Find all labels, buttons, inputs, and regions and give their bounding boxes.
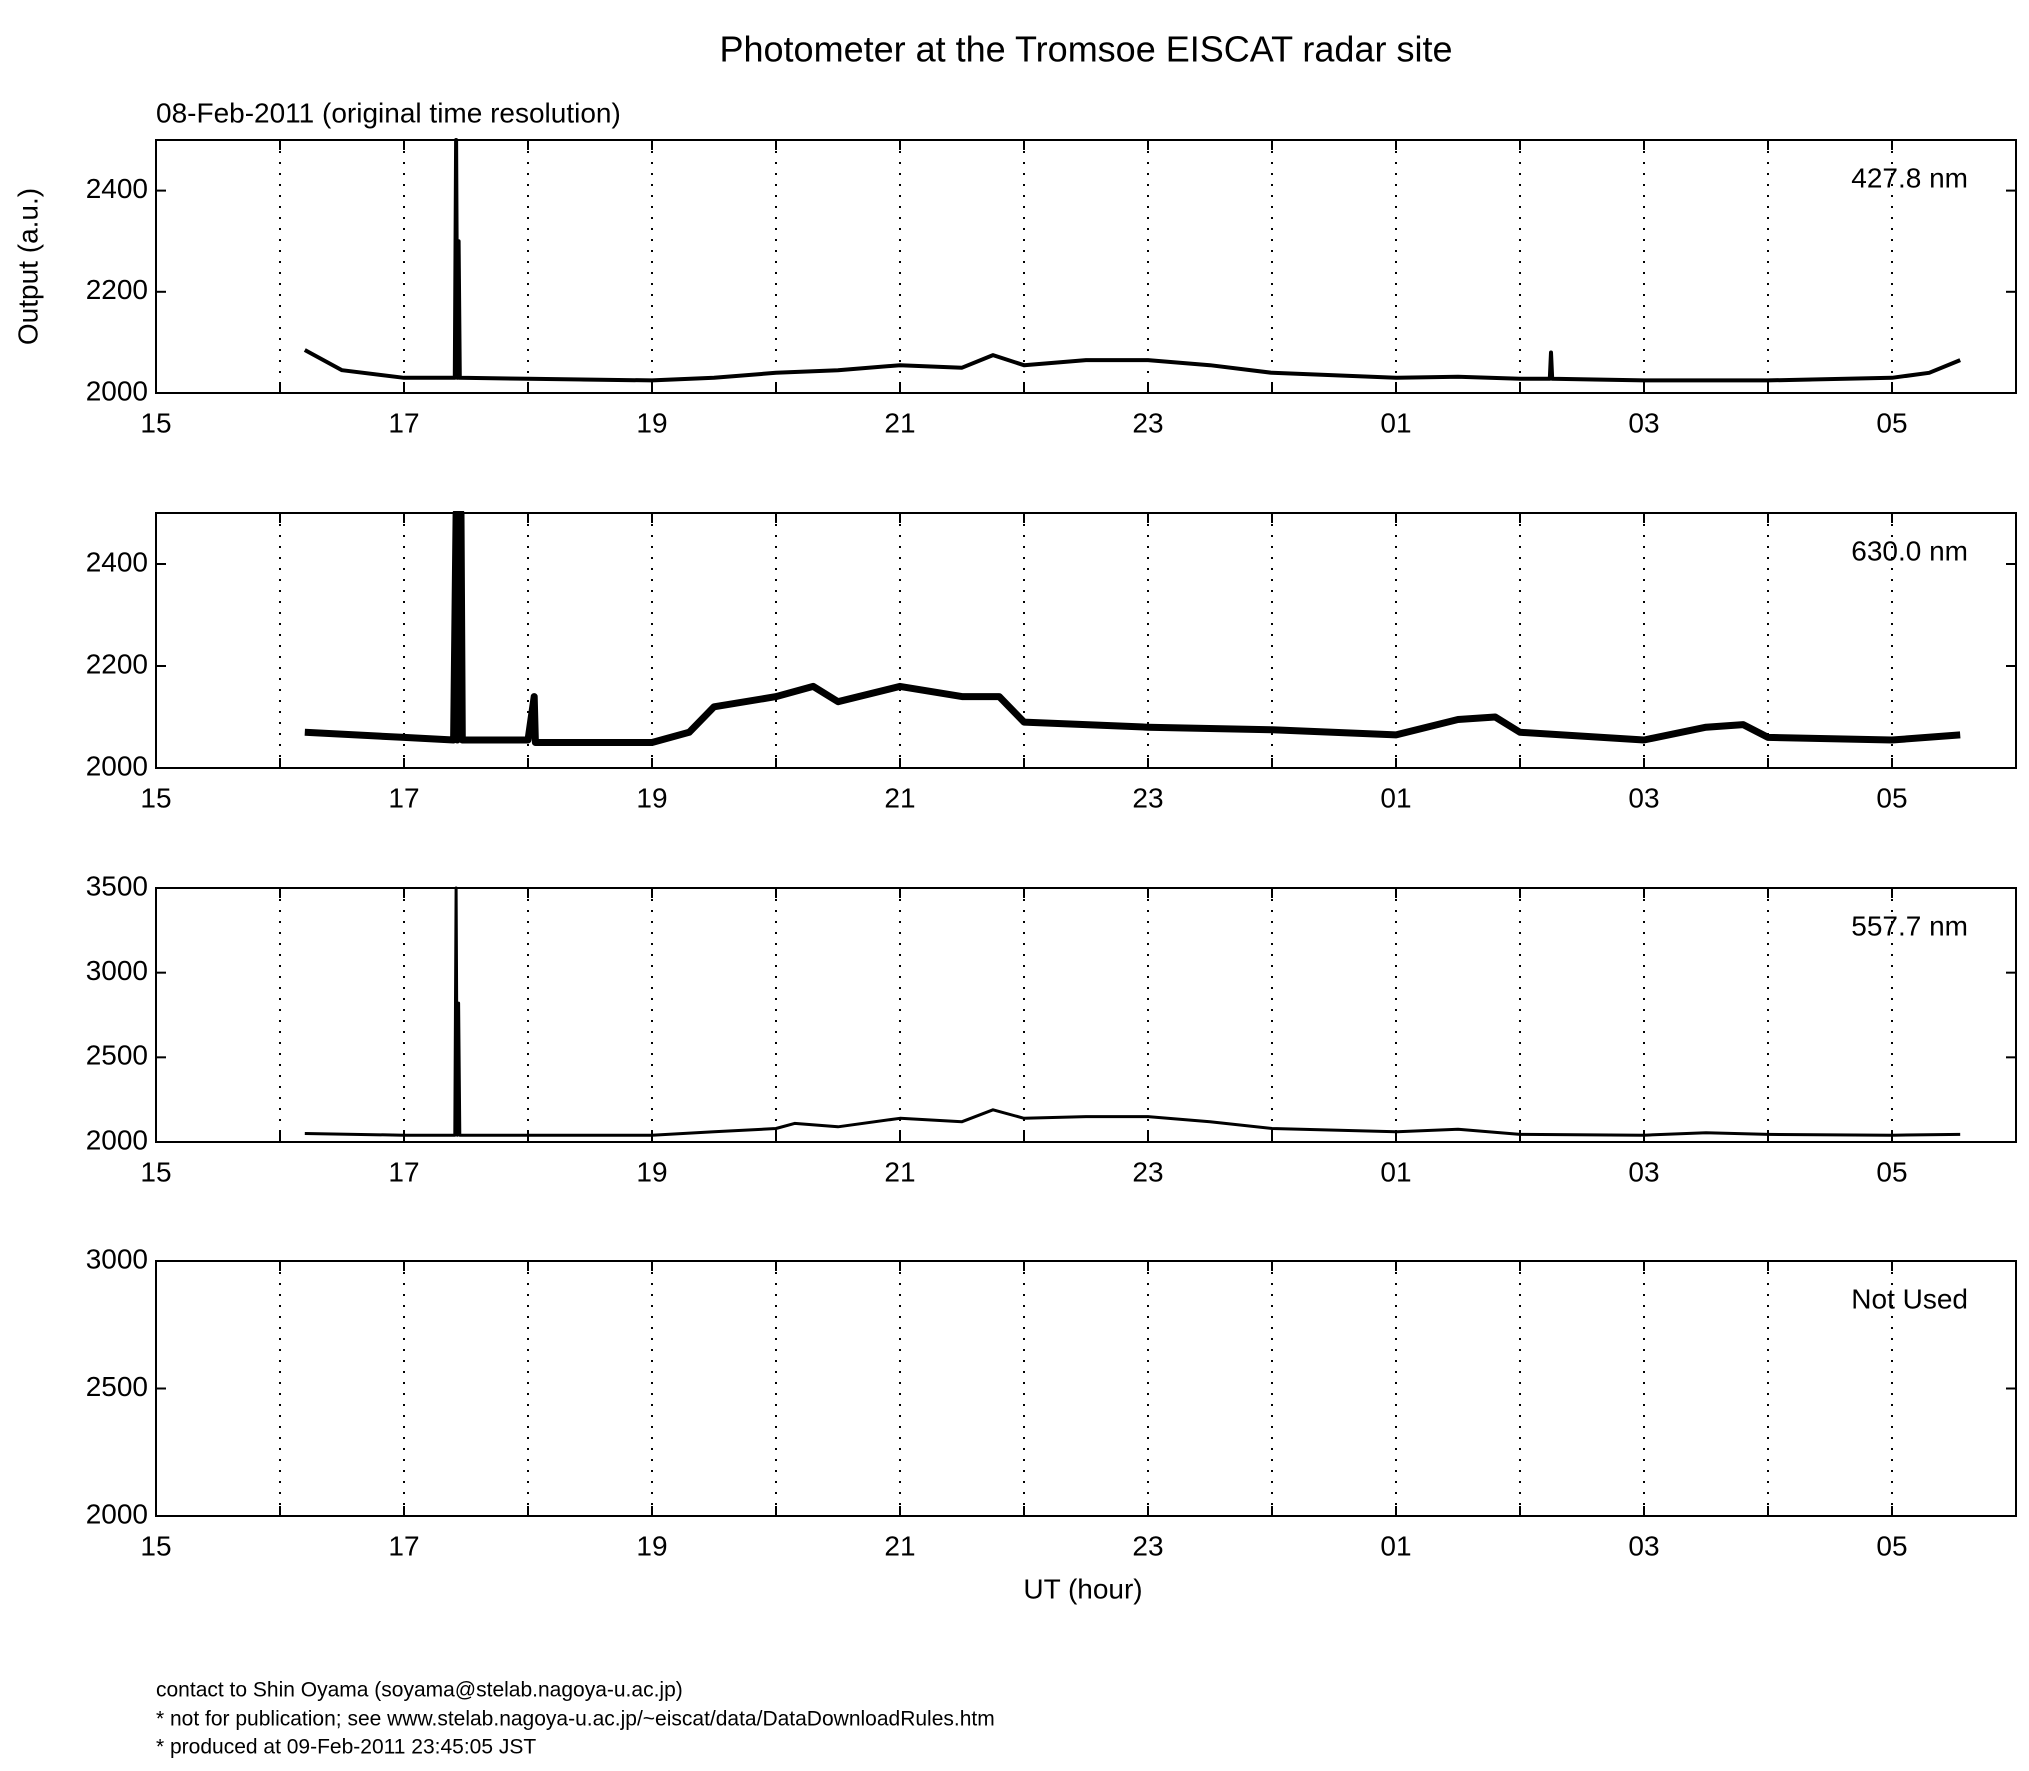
data-line	[304, 886, 1961, 1137]
x-tick-label: 17	[388, 407, 419, 438]
x-tick-label: 23	[1132, 1530, 1163, 1561]
x-tick-label: 03	[1628, 407, 1659, 438]
x-tick-label: 01	[1380, 782, 1411, 813]
figure-subtitle: 08-Feb-2011 (original time resolution)	[156, 97, 621, 128]
x-tick-label: 15	[140, 1530, 171, 1561]
panel: 15 17 19 21 23 01 03 05 2000 2200 2400 630.0 nm	[86, 511, 2017, 813]
x-tick-label: 15	[140, 407, 171, 438]
y-tick-label: 2000	[86, 750, 148, 781]
x-tick-label: 19	[636, 1530, 667, 1561]
legend-label: 427.8 nm	[1851, 162, 1968, 193]
x-tick-label: 21	[884, 1530, 915, 1561]
figure-title: Photometer at the Tromsoe EISCAT radar s…	[720, 29, 1453, 70]
x-tick-label: 03	[1628, 1156, 1659, 1187]
y-tick-label: 2200	[86, 648, 148, 679]
legend-label: 557.7 nm	[1851, 910, 1968, 941]
x-tick-label: 19	[636, 1156, 667, 1187]
x-tick-label: 17	[388, 1530, 419, 1561]
x-tick-label: 05	[1876, 1530, 1907, 1561]
x-tick-label: 21	[884, 1156, 915, 1187]
y-tick-label: 2400	[86, 173, 148, 204]
panel: 15 17 19 21 23 01 03 05 2000 2200 2400 427.8 nm Outp…	[12, 138, 2017, 438]
y-tick-label: 2500	[86, 1371, 148, 1402]
y-tick-label: 2000	[86, 1498, 148, 1529]
footnote: contact to Shin Oyama (soyama@stelab.nag…	[156, 1679, 683, 1702]
legend-label: 630.0 nm	[1851, 535, 1968, 566]
x-tick-label: 01	[1380, 407, 1411, 438]
y-tick-label: 2200	[86, 274, 148, 305]
plot-frame	[155, 139, 2017, 394]
x-tick-label: 01	[1380, 1156, 1411, 1187]
x-tick-label: 23	[1132, 1156, 1163, 1187]
x-tick-label: 05	[1876, 782, 1907, 813]
y-tick-label: 3000	[86, 1243, 148, 1274]
x-tick-label: 21	[884, 782, 915, 813]
plot-frame	[155, 1260, 2017, 1517]
legend-label: Not Used	[1851, 1283, 1968, 1314]
x-tick-label: 01	[1380, 1530, 1411, 1561]
x-tick-label: 19	[636, 407, 667, 438]
x-axis-label: UT (hour)	[1023, 1573, 1142, 1604]
plot-frame	[155, 512, 2017, 769]
x-tick-label: 23	[1132, 407, 1163, 438]
y-tick-label: 2400	[86, 546, 148, 577]
y-tick-label: 2000	[86, 1124, 148, 1155]
y-tick-label: 2500	[86, 1040, 148, 1071]
panel: 15 17 19 21 23 01 03 05 2000 2500 3000 3500 557.7 nm	[86, 870, 2017, 1187]
x-tick-label: 17	[388, 782, 419, 813]
y-tick-label: 3000	[86, 955, 148, 986]
x-tick-label: 17	[388, 1156, 419, 1187]
data-line	[303, 138, 1961, 383]
x-tick-label: 15	[140, 782, 171, 813]
x-tick-label: 05	[1876, 1156, 1907, 1187]
x-tick-label: 21	[884, 407, 915, 438]
y-axis-label: Output (a.u.)	[12, 188, 43, 345]
footnote: * produced at 09-Feb-2011 23:45:05 JST	[156, 1736, 536, 1759]
y-tick-label: 3500	[86, 870, 148, 901]
plot-frame	[155, 887, 2017, 1143]
x-tick-label: 03	[1628, 782, 1659, 813]
x-tick-label: 19	[636, 782, 667, 813]
footnote: * not for publication; see www.stelab.na…	[156, 1708, 995, 1731]
x-tick-label: 23	[1132, 782, 1163, 813]
x-tick-label: 15	[140, 1156, 171, 1187]
x-tick-label: 03	[1628, 1530, 1659, 1561]
x-tick-label: 05	[1876, 407, 1907, 438]
y-tick-label: 2000	[86, 375, 148, 406]
panel: 15 17 19 21 23 01 03 05 2000 2500 3000 Not Used UT (…	[86, 1243, 2017, 1604]
data-line	[304, 511, 1961, 746]
